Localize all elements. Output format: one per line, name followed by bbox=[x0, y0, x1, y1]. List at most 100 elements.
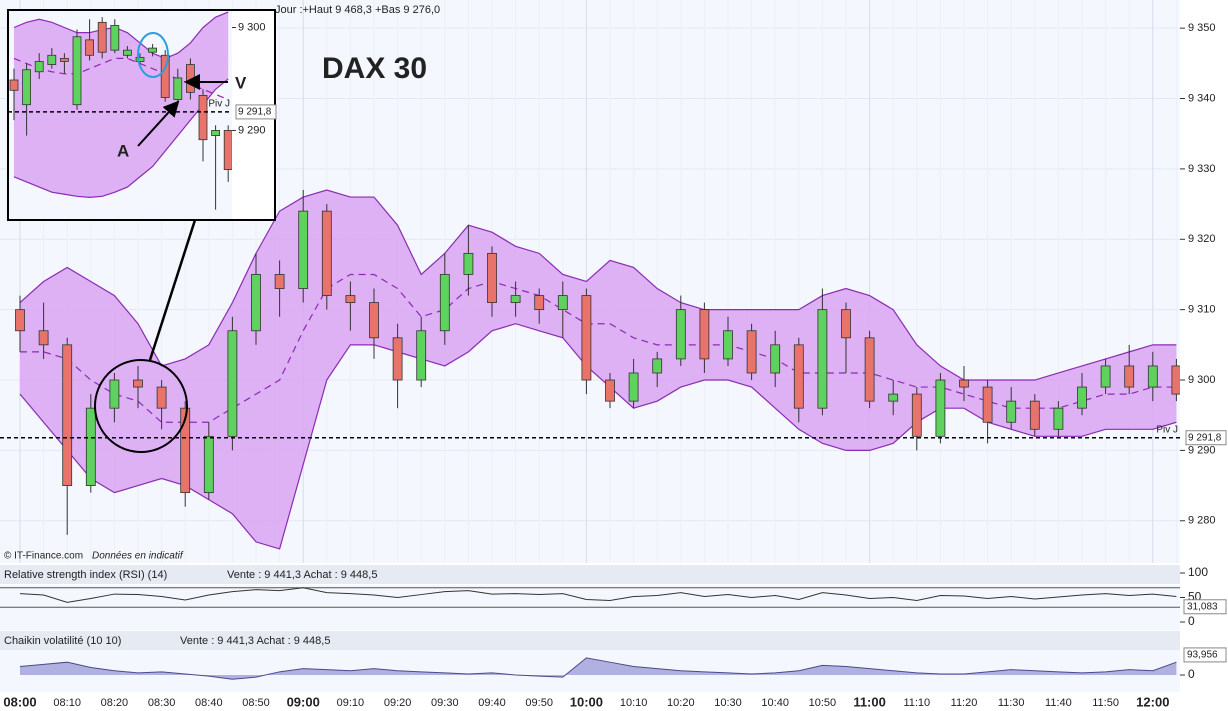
y-tick-label: 9 320 bbox=[1188, 233, 1216, 245]
x-tick-label: 10:30 bbox=[714, 697, 742, 709]
x-tick-label: 09:30 bbox=[431, 697, 459, 709]
candle-body bbox=[652, 358, 663, 374]
candle-body bbox=[38, 330, 49, 346]
y-tick-label: 0 bbox=[1188, 614, 1195, 628]
arrow-a bbox=[137, 100, 180, 147]
candle-body bbox=[463, 252, 474, 275]
pivot-box bbox=[235, 104, 277, 120]
candle-body bbox=[72, 36, 82, 106]
candle-body bbox=[22, 69, 32, 106]
y-tick-label: 0 bbox=[1188, 667, 1195, 681]
x-tick-label: 10:50 bbox=[809, 697, 837, 709]
x-tick-label: 11:30 bbox=[998, 697, 1025, 709]
last-value-box bbox=[1183, 647, 1227, 663]
candle-body bbox=[62, 344, 73, 486]
pivot-label: 9 291,8 bbox=[1188, 432, 1222, 443]
band-fill bbox=[20, 190, 1177, 549]
credit: © IT-Finance.com bbox=[4, 551, 83, 562]
x-tick-label: 11:40 bbox=[1045, 697, 1072, 709]
x-tick-label: 08:20 bbox=[101, 697, 129, 709]
y-tick-label: 9 280 bbox=[1188, 515, 1216, 527]
highlight-circle bbox=[94, 359, 188, 453]
y-tick-label: 9 300 bbox=[1188, 374, 1216, 386]
candle-body bbox=[605, 379, 615, 402]
candle-body bbox=[227, 330, 238, 437]
axes: 9 280 9 290 9 300 9 310 9 320 9 330 9 340 9 350… bbox=[3, 22, 1227, 709]
candle-body bbox=[135, 56, 145, 62]
last-value-box bbox=[1183, 599, 1227, 615]
pivot-box bbox=[1185, 430, 1227, 446]
candle-body bbox=[770, 344, 781, 374]
y-tick-label: 9 330 bbox=[1188, 163, 1216, 175]
candle-body bbox=[34, 61, 44, 73]
candle-body bbox=[982, 386, 993, 423]
candle-body bbox=[392, 337, 403, 381]
candle-body bbox=[133, 379, 143, 388]
x-tick-label: 09:40 bbox=[478, 697, 506, 709]
pivot-name: Piv J bbox=[1156, 424, 1178, 435]
candle-body bbox=[9, 79, 19, 91]
x-tick-label: 08:10 bbox=[53, 697, 81, 709]
inset-axes: 9 290 9 300 Piv J 9 291,8 bbox=[208, 21, 277, 136]
candle-body bbox=[198, 95, 208, 141]
candle-body bbox=[85, 39, 94, 56]
x-tick-label: 09:50 bbox=[525, 697, 553, 709]
x-tick-label: 12:00 bbox=[1136, 694, 1169, 709]
candle-body bbox=[180, 407, 191, 494]
band-middle bbox=[13, 57, 229, 101]
credit-note: Données en indicatif bbox=[92, 551, 184, 562]
pivot-label: 9 291,8 bbox=[238, 107, 272, 118]
x-tick-label: 08:30 bbox=[148, 697, 176, 709]
candle-body bbox=[1100, 365, 1111, 388]
candle-body bbox=[345, 295, 356, 304]
candle-body bbox=[85, 407, 96, 486]
x-tick-label: 08:40 bbox=[195, 697, 223, 709]
rsi-title: Relative strength index (RSI) (14) bbox=[4, 569, 167, 581]
candle-body bbox=[251, 274, 261, 332]
band-upper bbox=[19, 189, 1177, 381]
x-tick-label: 10:10 bbox=[620, 697, 648, 709]
candle-body bbox=[888, 393, 899, 402]
candle-body bbox=[628, 372, 639, 402]
candle-body bbox=[959, 379, 969, 388]
candle-body bbox=[211, 130, 221, 136]
candle-body bbox=[15, 309, 25, 332]
indicator-area bbox=[20, 657, 1177, 680]
candle-body bbox=[148, 47, 158, 53]
candle-body bbox=[110, 25, 120, 51]
candle-body bbox=[534, 295, 545, 311]
indicator-line bbox=[19, 587, 1177, 603]
x-tick-label: 11:20 bbox=[951, 697, 978, 709]
x-tick-label: 10:40 bbox=[761, 697, 789, 709]
candle-body bbox=[510, 295, 521, 304]
y-tick-label: 9 340 bbox=[1188, 92, 1216, 104]
candle-body bbox=[47, 54, 57, 65]
candle-body bbox=[746, 330, 757, 374]
indicator-line bbox=[19, 657, 1177, 680]
candle-body bbox=[723, 330, 733, 360]
header: Jour :+Haut 9 468,3 +Bas 9 276,0 bbox=[275, 4, 440, 16]
x-tick-label: 08:50 bbox=[242, 697, 270, 709]
candle-body bbox=[274, 274, 285, 289]
y-tick-label: 9 300 bbox=[238, 21, 266, 33]
x-tick-label: 09:20 bbox=[384, 697, 412, 709]
candle-body bbox=[321, 210, 332, 296]
candle-body bbox=[817, 309, 828, 409]
candle-body bbox=[1124, 365, 1135, 388]
candle-body bbox=[1077, 386, 1087, 409]
annotation: V bbox=[235, 73, 247, 92]
x-tick-label: 10:20 bbox=[667, 697, 695, 709]
inset-plot bbox=[9, 11, 232, 219]
candle-body bbox=[841, 309, 851, 339]
y-tick-label: 9 350 bbox=[1188, 22, 1216, 34]
candle-body bbox=[487, 252, 497, 304]
rsi-header bbox=[0, 565, 1180, 584]
candle-body bbox=[1029, 400, 1040, 430]
y-tick-label: 9 310 bbox=[1188, 304, 1216, 316]
chaikin-header bbox=[0, 631, 1180, 650]
pivot-name: Piv J bbox=[208, 99, 230, 110]
x-tick-label: 11:00 bbox=[853, 694, 886, 709]
x-tick-label: 09:10 bbox=[337, 697, 365, 709]
